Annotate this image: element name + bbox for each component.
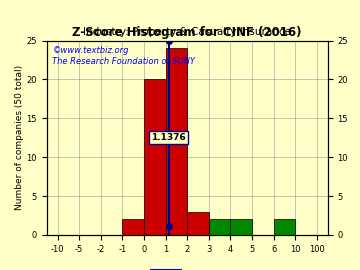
Bar	[209, 219, 230, 235]
Y-axis label: Number of companies (50 total): Number of companies (50 total)	[15, 65, 24, 210]
Text: ©www.textbiz.org
The Research Foundation of SUNY: ©www.textbiz.org The Research Foundation…	[53, 46, 195, 66]
Bar	[122, 219, 144, 235]
Bar	[144, 79, 166, 235]
Bar	[187, 212, 209, 235]
Bar	[230, 219, 252, 235]
Bar	[274, 219, 295, 235]
Text: 1.1376: 1.1376	[151, 133, 186, 142]
Bar	[166, 48, 187, 235]
Text: Industry: Property & Casualty Insurance: Industry: Property & Casualty Insurance	[83, 27, 291, 37]
Title: Z-Score Histogram for CINF (2016): Z-Score Histogram for CINF (2016)	[72, 26, 302, 39]
